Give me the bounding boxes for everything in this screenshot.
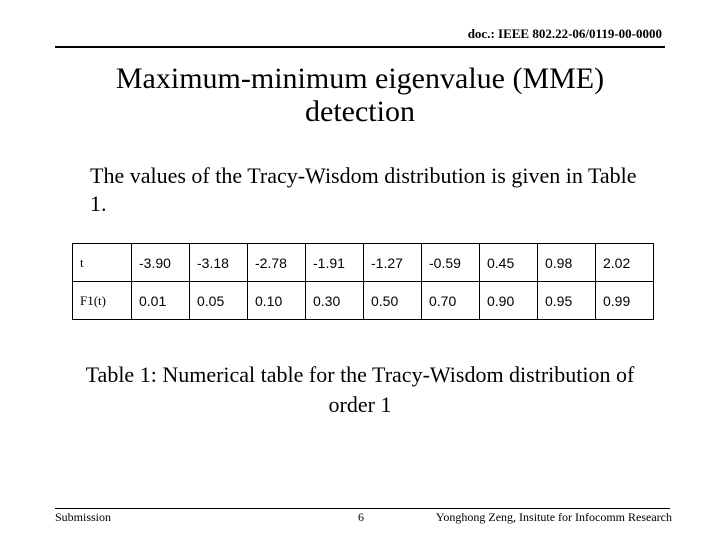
table-cell: -1.91	[305, 243, 364, 282]
slide-title: Maximum-minimum eigenvalue (MME) detecti…	[115, 62, 605, 128]
footer-left: Submission	[55, 510, 112, 524]
table-cell: 0.50	[363, 281, 422, 320]
table-row: t -3.90 -3.18 -2.78 -1.91 -1.27 -0.59 0.45 0.98 2…	[72, 243, 654, 282]
table-cell: 0.30	[305, 281, 364, 320]
table-cell: 0.90	[479, 281, 538, 320]
table-cell: 0.70	[421, 281, 480, 320]
data-table: t -3.90 -3.18 -2.78 -1.91 -1.27 -0.59 0.45 0.98 2…	[72, 243, 654, 320]
row-header: t	[72, 243, 132, 282]
table-cell: -0.59	[421, 243, 480, 282]
table-cell: 0.01	[131, 281, 190, 320]
table-cell: 2.02	[595, 243, 654, 282]
table-cell: 0.95	[537, 281, 596, 320]
table-cell: 0.45	[479, 243, 538, 282]
table-cell: 0.98	[537, 243, 596, 282]
row-header: F1(t)	[72, 281, 132, 320]
table-cell: 0.99	[595, 281, 654, 320]
table-cell: -1.27	[363, 243, 422, 282]
footer-rule	[55, 508, 670, 509]
doc-id: doc.: IEEE 802.22-06/0119-00-0000	[467, 26, 662, 41]
page-number: 6	[358, 510, 364, 524]
table-cell: -3.18	[189, 243, 248, 282]
table-cell: -3.90	[131, 243, 190, 282]
table-caption: Table 1: Numerical table for the Tracy-W…	[85, 362, 635, 417]
table-row: F1(t) 0.01 0.05 0.10 0.30 0.50 0.70 0.90 0.95 0.9…	[72, 281, 654, 320]
body-text: The values of the Tracy-Wisdom distribut…	[90, 163, 637, 216]
table-cell: 0.10	[247, 281, 306, 320]
header-rule	[55, 46, 665, 48]
footer-author: Yonghong Zeng, Insitute for Infocomm Res…	[435, 510, 672, 524]
table-cell: -2.78	[247, 243, 306, 282]
table-cell: 0.05	[189, 281, 248, 320]
